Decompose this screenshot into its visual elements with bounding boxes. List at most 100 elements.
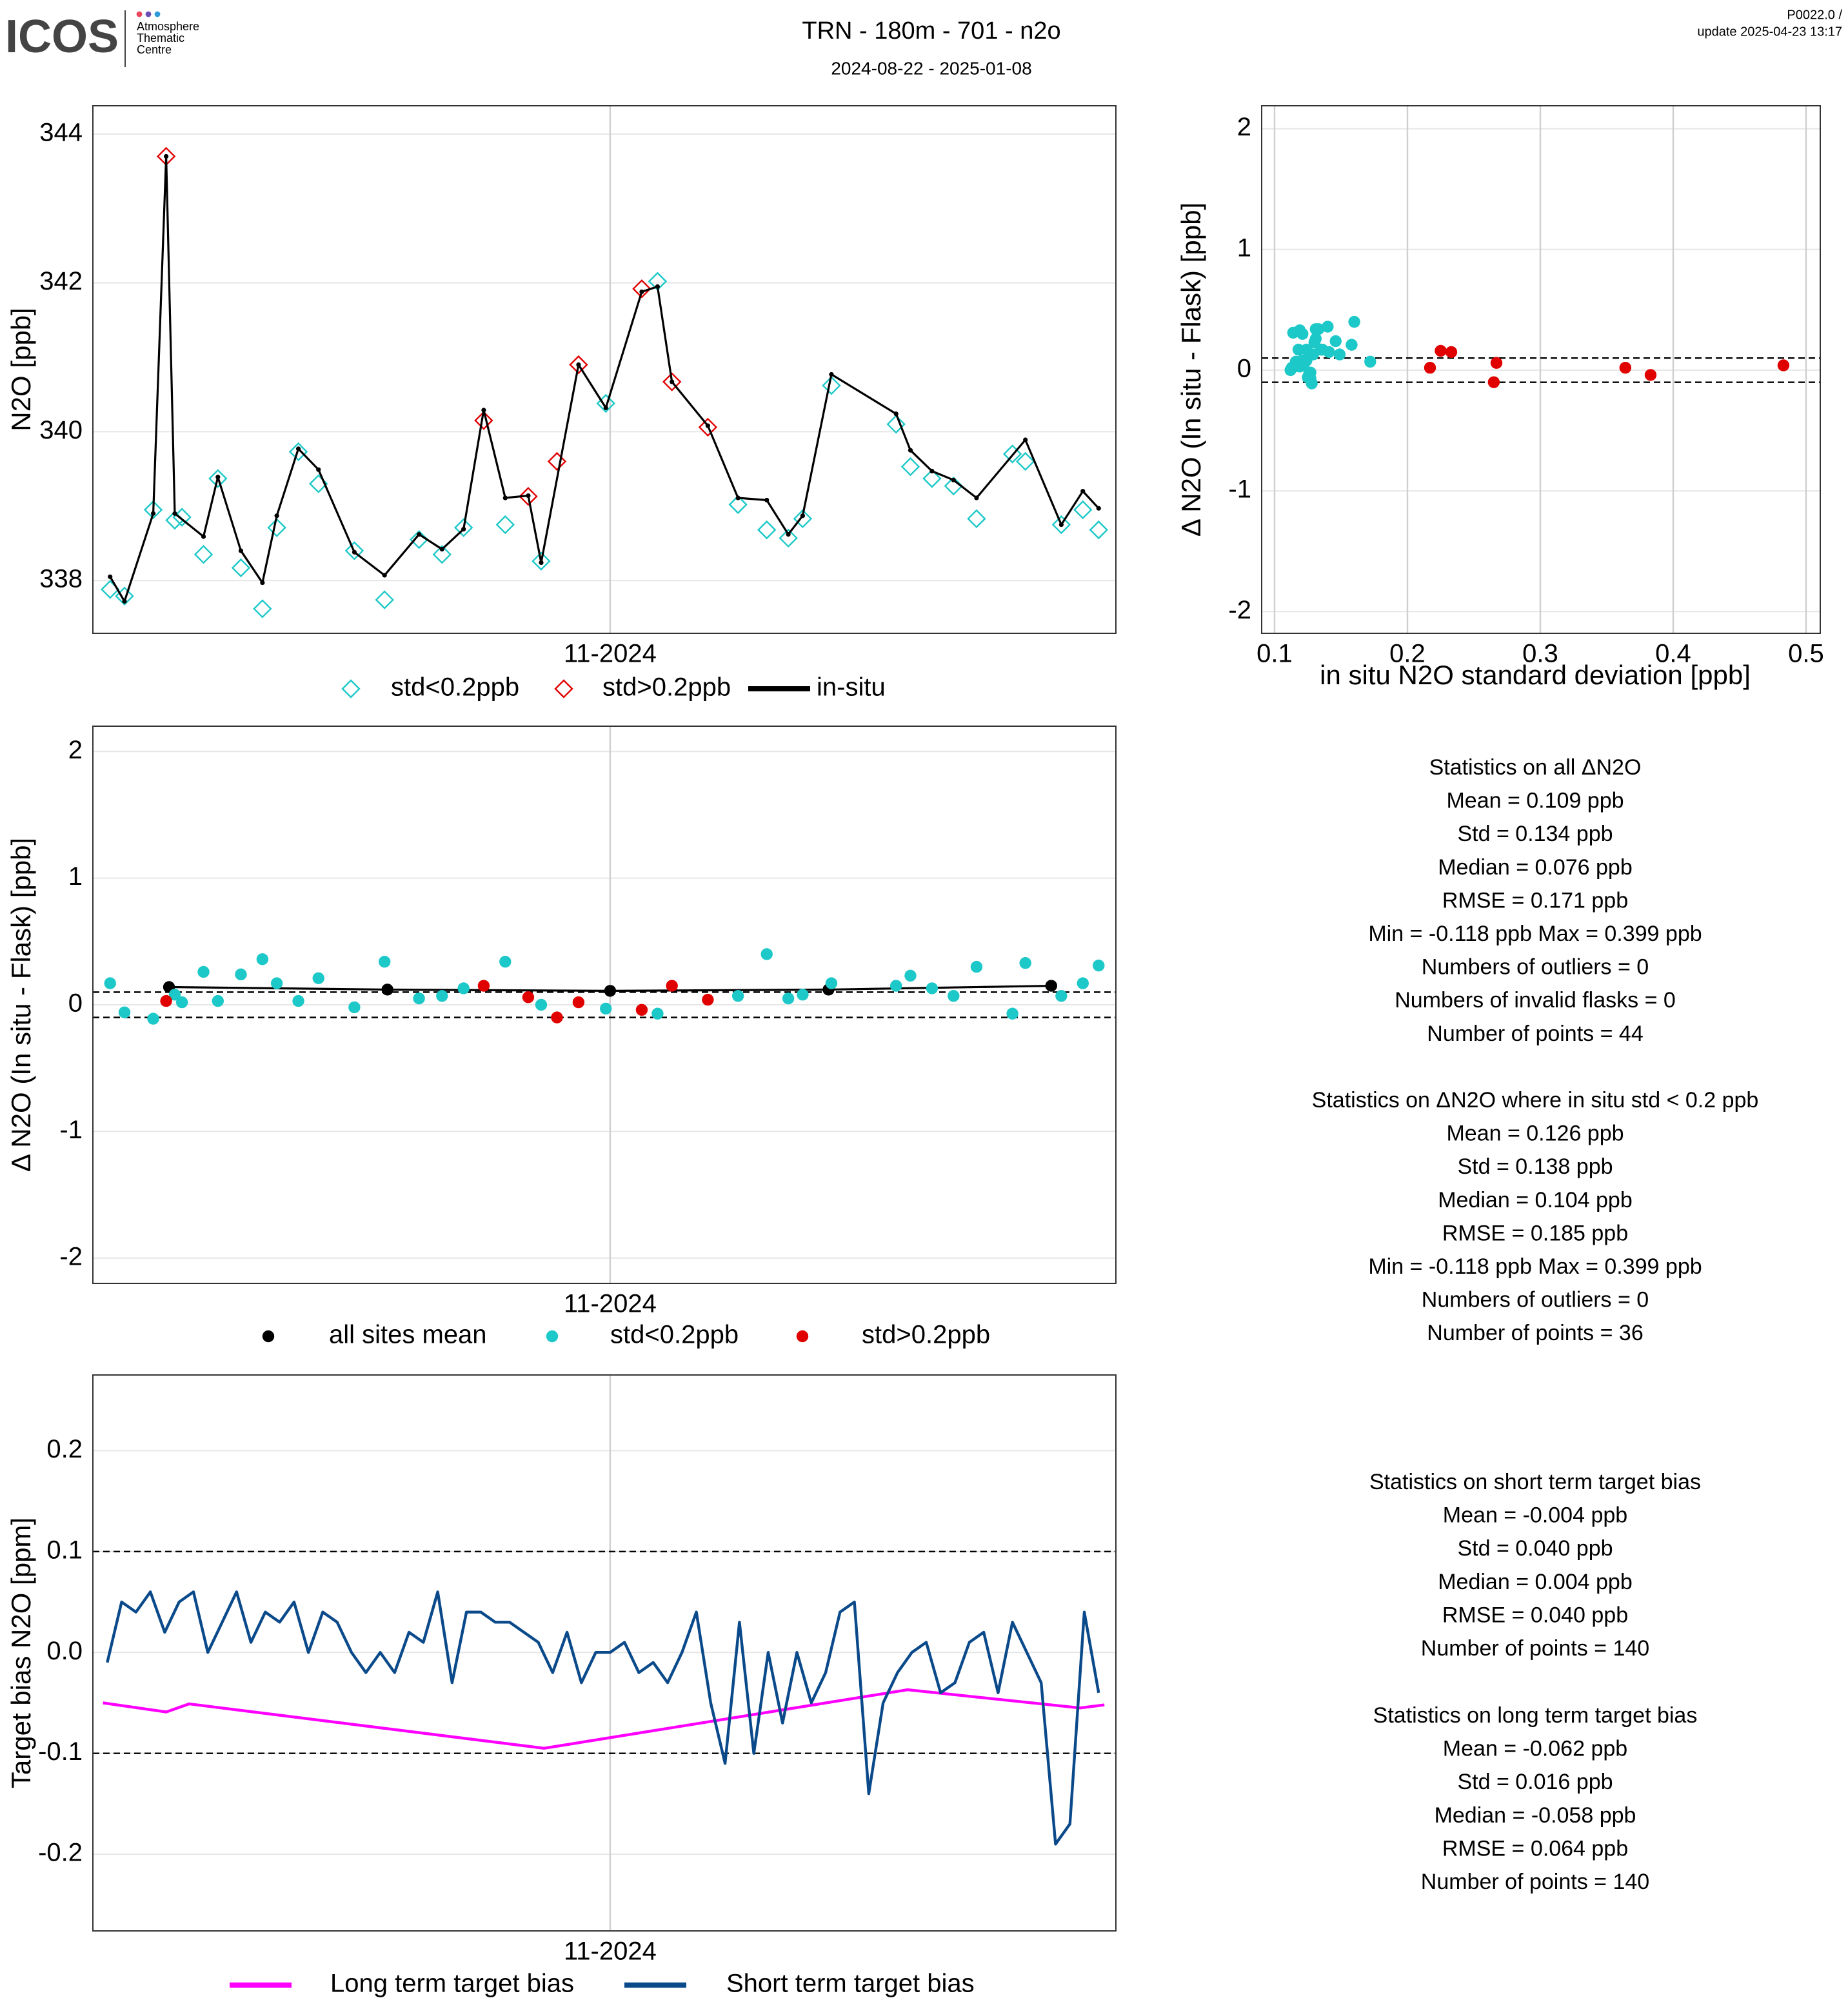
stats-title: Statistics on long term target bias <box>1373 1703 1698 1728</box>
stats-title: Statistics on ΔN2O where in situ std < 0… <box>1312 1088 1759 1112</box>
legend-label: std<0.2ppb <box>610 1321 739 1349</box>
point <box>270 977 283 989</box>
y-tick-label: -1 <box>1228 475 1251 504</box>
point <box>1287 326 1300 339</box>
point <box>760 948 773 960</box>
flask-point <box>900 457 920 477</box>
flask-point <box>344 541 364 560</box>
point <box>1006 1007 1018 1020</box>
y-tick-label: 0.0 <box>46 1637 83 1665</box>
flask-point <box>194 545 214 564</box>
y-tick-label: 1 <box>68 862 83 891</box>
point <box>238 548 244 553</box>
point <box>1348 315 1360 328</box>
point <box>274 513 279 519</box>
y-tick-label: 342 <box>39 267 83 295</box>
point <box>1299 355 1311 368</box>
stats-line: Mean = -0.004 ppb <box>1443 1503 1627 1528</box>
stats-line: Median = 0.076 ppb <box>1438 855 1633 880</box>
flask-point <box>432 545 452 564</box>
y-tick-label: 340 <box>39 416 83 444</box>
stats-line: Median = -0.058 ppb <box>1435 1803 1636 1828</box>
y-tick-label: 0 <box>68 989 83 1018</box>
point <box>175 996 188 1009</box>
flask-point <box>793 509 813 529</box>
legend-label: Long term target bias <box>330 1970 574 1998</box>
point <box>651 1007 664 1020</box>
stats-line: Median = 0.004 ppb <box>1438 1570 1633 1594</box>
point <box>522 991 535 1004</box>
point <box>705 423 710 428</box>
point <box>786 531 791 537</box>
point <box>1045 980 1057 992</box>
stats-line: Numbers of outliers = 0 <box>1422 955 1649 980</box>
y-tick-label: 338 <box>39 565 83 593</box>
plot-frame <box>92 1374 1117 1932</box>
point <box>256 953 269 965</box>
legend-symbol <box>796 1330 809 1343</box>
point <box>600 1002 612 1015</box>
flask-point <box>569 355 588 375</box>
point <box>1424 361 1436 374</box>
y-tick-label: -0.1 <box>38 1737 83 1766</box>
point <box>1487 376 1500 388</box>
point <box>212 994 224 1007</box>
point <box>1333 348 1346 361</box>
point <box>1019 957 1031 969</box>
point <box>118 1006 131 1018</box>
x-tick-label: 11-2024 <box>564 1937 657 1966</box>
stats-line: Min = -0.118 ppb Max = 0.399 ppb <box>1368 922 1702 946</box>
point <box>382 573 387 578</box>
stats-line: Numbers of invalid flasks = 0 <box>1395 988 1676 1013</box>
point <box>670 379 675 384</box>
flask-point <box>474 411 493 430</box>
point <box>164 153 169 159</box>
point <box>800 513 805 519</box>
point <box>1322 321 1334 333</box>
point <box>1364 355 1376 368</box>
point <box>974 495 979 500</box>
logo-dot <box>145 11 152 17</box>
stats-line: Mean = 0.126 ppb <box>1446 1122 1624 1146</box>
point <box>702 993 714 1006</box>
stats-line: Std = 0.040 ppb <box>1457 1536 1613 1561</box>
flask-point <box>143 500 163 520</box>
point <box>150 511 156 516</box>
stats-line: RMSE = 0.064 ppb <box>1442 1836 1628 1861</box>
flask-point <box>886 415 906 434</box>
x-tick-label: 0.3 <box>1522 640 1558 668</box>
y-tick-label: 2 <box>68 736 83 764</box>
point <box>197 965 210 978</box>
flask-point <box>967 509 986 529</box>
flask-point <box>1089 520 1108 540</box>
stats-line: Std = 0.138 ppb <box>1457 1154 1613 1179</box>
point <box>348 1001 361 1014</box>
point <box>948 990 960 1002</box>
point <box>764 497 770 503</box>
flask-point <box>728 495 748 515</box>
point <box>797 989 809 1001</box>
flask-point <box>1051 515 1071 535</box>
point <box>1777 359 1790 371</box>
flask-point <box>532 551 551 571</box>
point <box>413 992 425 1005</box>
point <box>436 990 448 1002</box>
x-tick-label: 0.1 <box>1257 640 1293 668</box>
point <box>461 526 466 532</box>
point <box>168 989 181 1001</box>
legend-label: in-situ <box>817 673 886 702</box>
point <box>572 996 585 1009</box>
point <box>908 448 913 453</box>
point <box>889 980 902 992</box>
stats-line: Median = 0.104 ppb <box>1438 1188 1633 1212</box>
point <box>639 289 644 295</box>
point <box>481 408 486 413</box>
flask-point <box>632 279 651 299</box>
stats-line: Number of points = 44 <box>1427 1022 1643 1046</box>
point <box>381 984 393 996</box>
x-tick-label: 0.5 <box>1788 640 1824 668</box>
flask-point <box>519 487 538 506</box>
plot-frame <box>92 105 1117 634</box>
